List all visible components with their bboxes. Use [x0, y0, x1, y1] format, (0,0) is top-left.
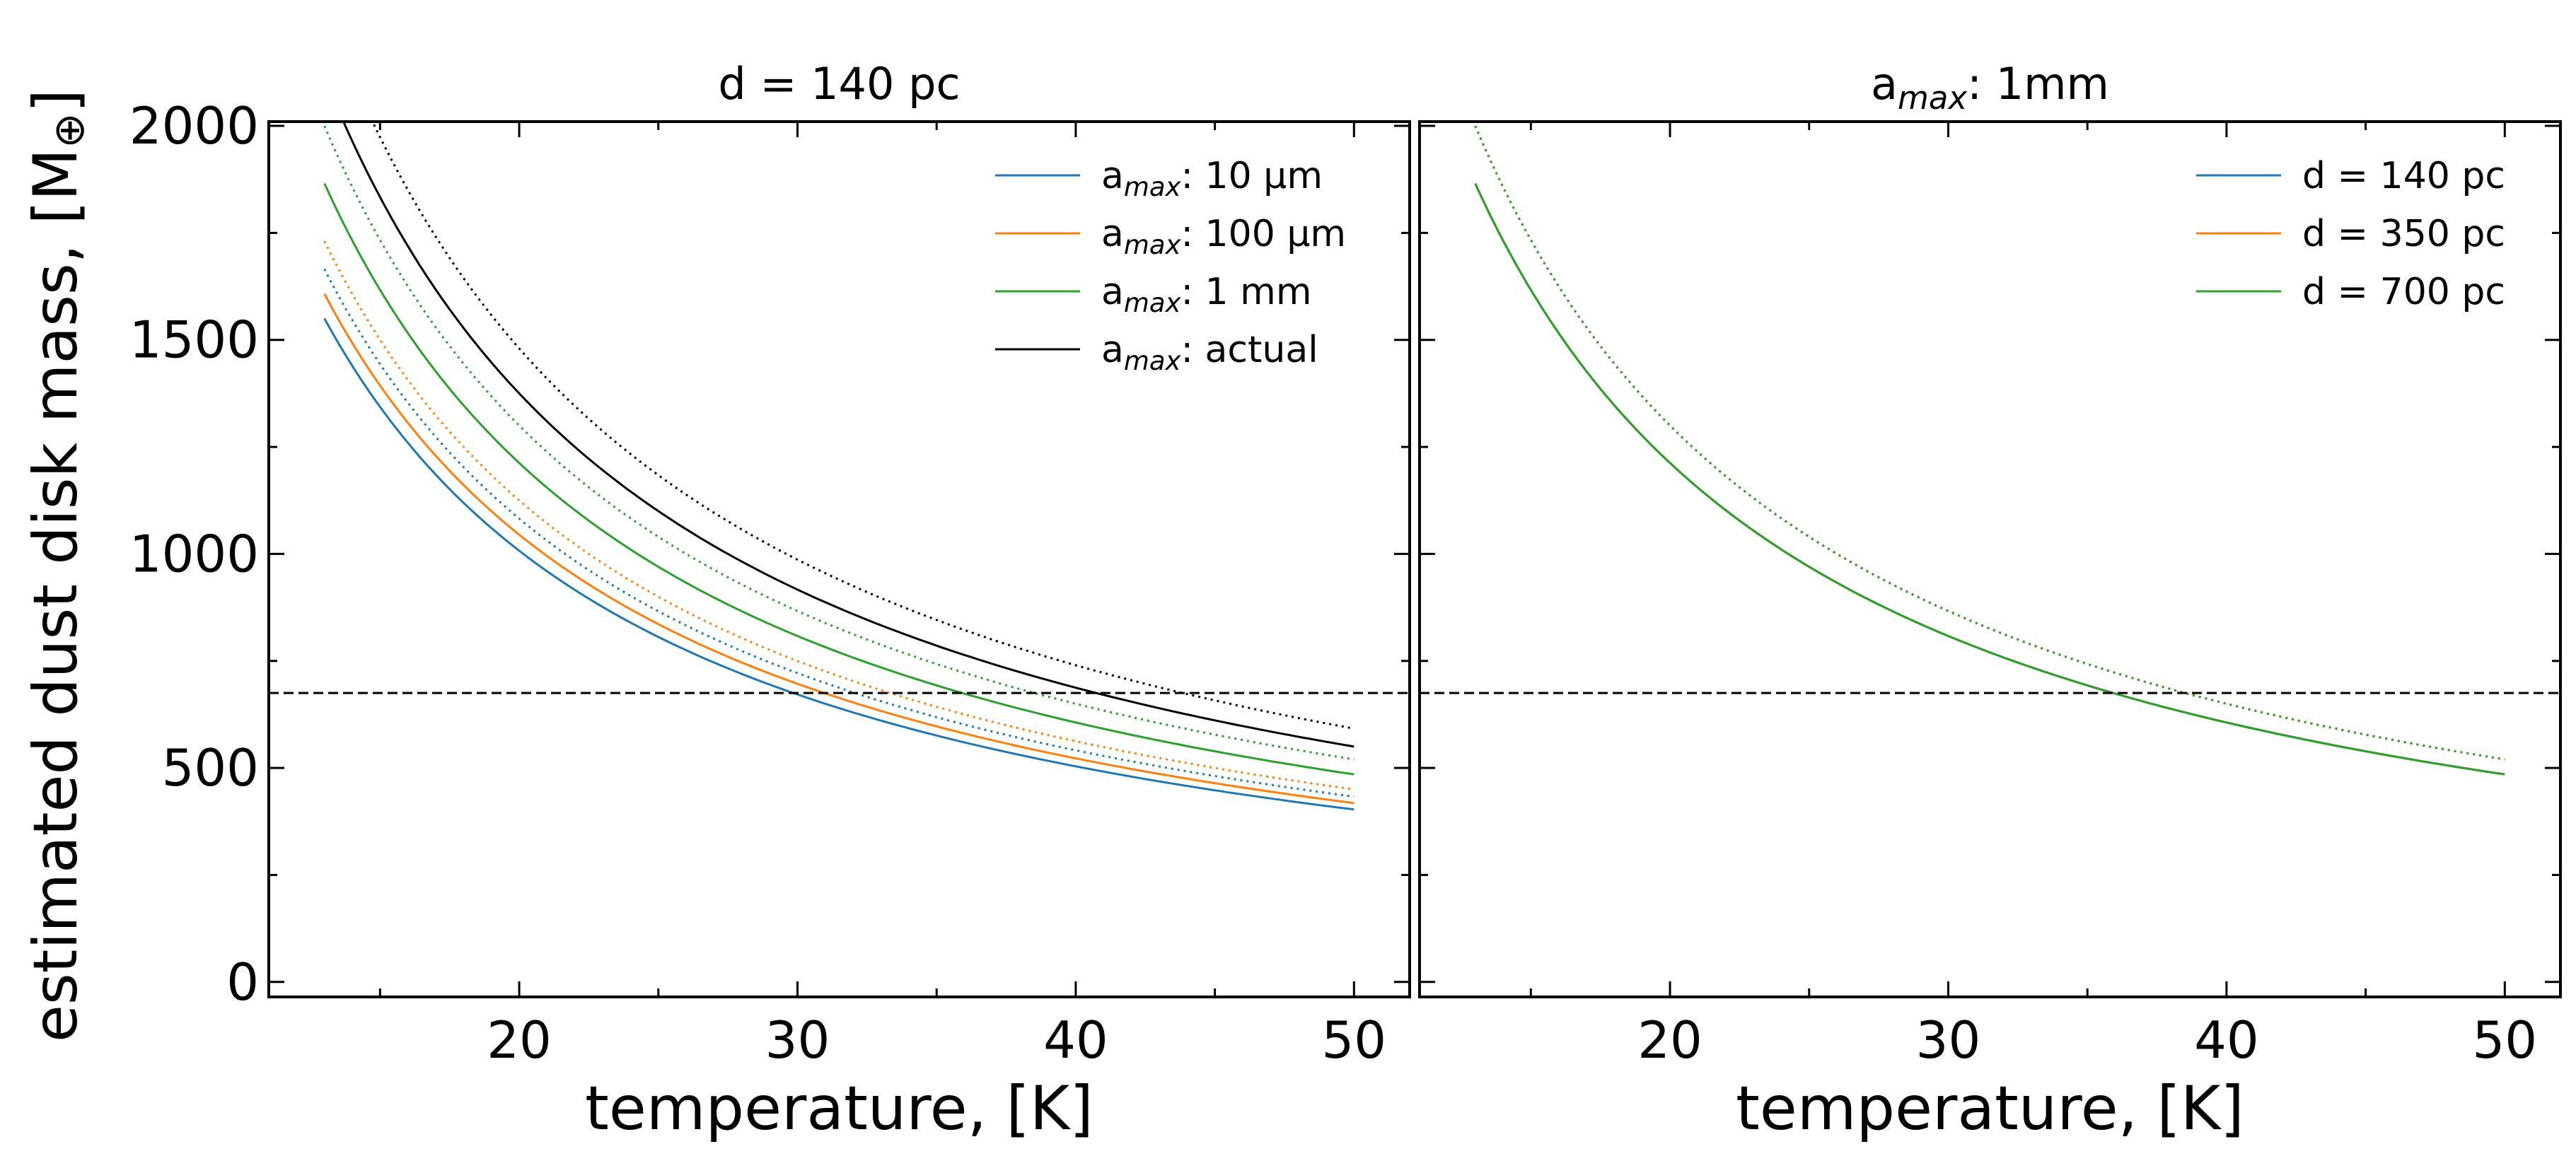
label-subscript: max: [1124, 230, 1182, 260]
label-rest: : 1mm: [1967, 58, 2109, 110]
panel-title: d = 140 pc: [718, 58, 960, 110]
panel-title: amax: 1mm: [1871, 58, 2109, 117]
legend-label: amax: 100 μm: [1101, 213, 1346, 260]
legend-label: d = 350 pc: [2302, 213, 2505, 255]
legend-label: amax: 10 μm: [1101, 155, 1323, 202]
series-group: [1474, 125, 2505, 776]
label-rest: : 1 mm: [1181, 271, 1312, 313]
x-axis-label: temperature, [K]: [585, 1073, 1093, 1144]
series-line-2: [1474, 182, 2505, 776]
series-line-3: [323, 240, 1354, 790]
axes-frame: [267, 120, 1411, 998]
x-tick-label: 40: [2194, 1010, 2259, 1070]
series-line-4: [323, 182, 1354, 776]
label-base: a: [1101, 271, 1124, 313]
x-tick-label: 40: [1043, 1010, 1108, 1070]
legend-label: d = 700 pc: [2302, 271, 2505, 313]
label-subscript: max: [1124, 288, 1182, 318]
label-base: a: [1871, 58, 1898, 110]
label-base: a: [1101, 213, 1124, 255]
series-line-1: [323, 268, 1354, 798]
right-panel: 20 30 40 50 temperature, [K] amax: 1mm d = 140…: [1418, 58, 2562, 1144]
y-tick-label: 1500: [129, 310, 259, 370]
label-rest: : 10 μm: [1181, 155, 1323, 197]
x-axis-label: temperature, [K]: [1736, 1073, 2244, 1144]
series-line-5: [1474, 125, 2505, 761]
label-base: a: [1101, 329, 1124, 371]
legend-label: d = 140 pc: [2302, 155, 2505, 197]
x-tick-label: 30: [765, 1010, 830, 1070]
label-rest: : actual: [1181, 329, 1318, 371]
series-line-0: [323, 317, 1354, 811]
series-line-5: [323, 125, 1354, 761]
series-group: [323, 122, 1354, 811]
label-subscript: max: [1898, 79, 1967, 117]
y-tick-label: 2000: [129, 96, 259, 156]
ticks-group: [269, 122, 1410, 997]
label-subscript: max: [1124, 172, 1182, 202]
legend-label: amax: 1 mm: [1101, 271, 1311, 318]
axes-frame: [1418, 120, 2562, 998]
ticks-group: [1420, 122, 2560, 997]
legend: d = 140 pc d = 350 pc d = 700 pc: [2196, 155, 2505, 313]
label-subscript: max: [1124, 346, 1182, 376]
x-tick-label: 30: [1916, 1010, 1981, 1070]
label-rest: : 100 μm: [1181, 213, 1347, 255]
y-axis-label: estimated dust disk mass, [M⊕]: [21, 89, 94, 1042]
label-base: a: [1101, 155, 1124, 197]
earth-symbol-icon: ⊕: [45, 113, 94, 148]
y-tick-label: 0: [226, 952, 259, 1012]
y-tick-label: 1000: [129, 524, 259, 583]
x-tick-label: 50: [1322, 1010, 1387, 1070]
x-tick-label: 20: [1637, 1010, 1702, 1070]
x-tick-label: 20: [487, 1010, 552, 1070]
legend-label: amax: actual: [1101, 329, 1318, 376]
y-tick-label: 500: [162, 738, 259, 798]
series-line-6: [342, 122, 1354, 748]
series-line-2: [323, 293, 1354, 805]
x-tick-label: 50: [2473, 1010, 2538, 1070]
